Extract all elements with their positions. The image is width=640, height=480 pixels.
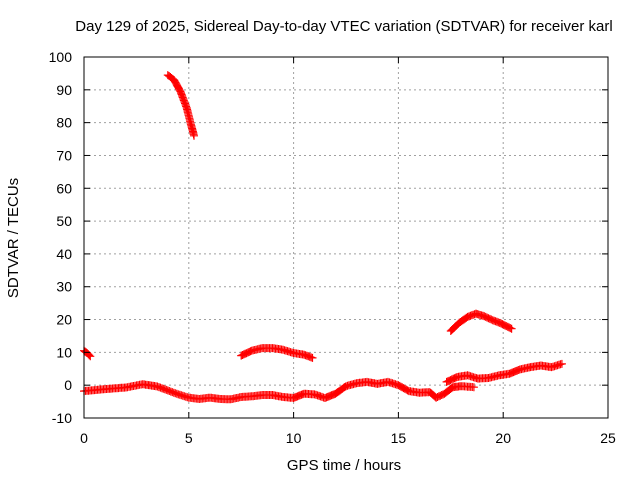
y-tick-label: 30 — [56, 279, 72, 295]
data-point-markers — [163, 71, 198, 140]
y-tick-label: 50 — [56, 213, 72, 229]
y-tick-label: 90 — [56, 82, 72, 98]
y-tick-label: 10 — [56, 344, 72, 360]
data-point-markers — [446, 309, 516, 335]
data-series-seg-d — [446, 309, 516, 335]
data-series-seg-a — [80, 346, 95, 361]
x-axis-label: GPS time / hours — [287, 457, 401, 474]
data-point-markers — [80, 377, 478, 404]
x-tick-label: 20 — [495, 430, 511, 446]
data-series-seg-b — [163, 71, 198, 140]
y-tick-label: 100 — [49, 49, 73, 65]
tick-layer: 0 5 10 15 20 25 -10 0 10 20 30 40 50 60 70 80 90 100 — [49, 49, 616, 446]
y-tick-label: 60 — [56, 180, 72, 196]
y-tick-label: -10 — [52, 410, 72, 426]
x-tick-label: 10 — [286, 430, 302, 446]
y-tick-label: 40 — [56, 246, 72, 262]
x-tick-label: 25 — [600, 430, 616, 446]
data-series-seg-e — [80, 377, 478, 404]
y-tick-label: 20 — [56, 312, 72, 328]
chart-title: Day 129 of 2025, Sidereal Day-to-day VTE… — [75, 18, 612, 35]
x-tick-label: 15 — [391, 430, 407, 446]
y-tick-label: 0 — [64, 377, 72, 393]
y-tick-label: 70 — [56, 147, 72, 163]
y-tick-label: 80 — [56, 115, 72, 131]
data-layer — [80, 71, 566, 404]
y-axis-label: SDTVAR / TECUs — [5, 178, 22, 298]
data-series-seg-f — [442, 359, 566, 386]
plot-frame — [83, 56, 609, 419]
data-point-markers — [237, 344, 317, 362]
x-tick-label: 0 — [80, 430, 88, 446]
data-series-seg-c — [237, 344, 317, 362]
x-tick-label: 5 — [185, 430, 193, 446]
data-point-markers — [80, 346, 95, 361]
data-point-markers — [442, 359, 566, 386]
